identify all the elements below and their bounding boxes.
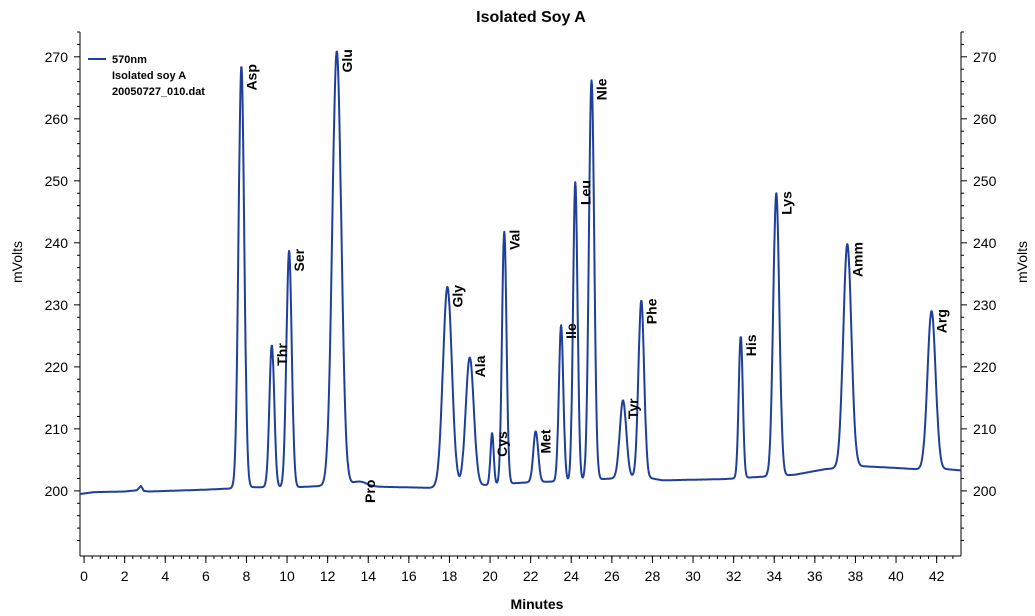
peak-label-pro: Pro xyxy=(362,480,378,503)
peak-label-thr: Thr xyxy=(274,343,290,366)
x-tick-label: 10 xyxy=(279,568,295,584)
x-tick-label: 22 xyxy=(523,568,539,584)
chart-title: Isolated Soy A xyxy=(476,9,586,26)
peak-label-phe: Phe xyxy=(643,298,659,324)
x-tick-label: 38 xyxy=(848,568,864,584)
x-axis-label: Minutes xyxy=(511,596,564,612)
y-tick-label-right: 260 xyxy=(973,111,997,127)
y-axis-label-right: mVolts xyxy=(1014,241,1030,283)
x-tick-label: 34 xyxy=(766,568,782,584)
peak-label-amm: Amm xyxy=(849,242,865,277)
x-tick-label: 20 xyxy=(482,568,498,584)
y-tick-label-right: 270 xyxy=(973,49,997,65)
peak-label-ser: Ser xyxy=(291,248,307,271)
legend-series-name: 570nm xyxy=(112,54,147,66)
x-tick-label: 26 xyxy=(604,568,620,584)
y-axis-label-left: mVolts xyxy=(9,241,25,283)
peak-label-ile: Ile xyxy=(563,323,579,339)
y-tick-label-left: 270 xyxy=(45,49,69,65)
right-y-axis: 200 210 220 230 240 250 260 270 xyxy=(961,31,997,541)
peak-labels: Asp Thr Ser Glu Pro Gly Ala Cys Val Met Ile Leu Nle T… xyxy=(243,49,949,503)
x-tick-label: 30 xyxy=(685,568,701,584)
x-tick-label: 32 xyxy=(726,568,742,584)
peak-label-glu: Glu xyxy=(339,49,355,72)
plot-frame xyxy=(79,32,962,557)
x-tick-label: 36 xyxy=(807,568,823,584)
legend-sample-name: Isolated soy A xyxy=(112,70,186,82)
y-tick-label-right: 250 xyxy=(973,173,997,189)
y-tick-label-left: 200 xyxy=(45,483,69,499)
x-tick-label: 18 xyxy=(442,568,458,584)
peak-label-cys: Cys xyxy=(494,431,510,457)
peak-label-met: Met xyxy=(538,429,554,453)
y-tick-label-right: 230 xyxy=(973,297,997,313)
x-tick-label: 42 xyxy=(929,568,945,584)
x-tick-label: 16 xyxy=(401,568,417,584)
chromatogram-trace-570nm xyxy=(79,50,962,495)
peak-label-nle: Nle xyxy=(594,78,610,100)
x-axis: 0 2 4 6 8 10 12 14 16 18 20 22 24 26 28 30 32 34 36 38 40 42 xyxy=(80,556,954,584)
y-tick-label-right: 200 xyxy=(973,483,997,499)
x-tick-label: 0 xyxy=(80,568,88,584)
x-tick-label: 12 xyxy=(320,568,336,584)
y-tick-label-right: 240 xyxy=(973,235,997,251)
peak-label-arg: Arg xyxy=(934,309,950,333)
x-tick-label: 4 xyxy=(161,568,169,584)
legend: 570nm Isolated soy A 20050727_010.dat xyxy=(88,54,205,98)
legend-file-name: 20050727_010.dat xyxy=(112,86,205,98)
peak-label-tyr: Tyr xyxy=(625,398,641,419)
peak-label-ala: Ala xyxy=(472,355,488,377)
x-tick-label: 40 xyxy=(888,568,904,584)
peak-label-val: Val xyxy=(506,230,522,250)
x-tick-label: 6 xyxy=(202,568,210,584)
x-tick-label: 28 xyxy=(645,568,661,584)
x-tick-label: 8 xyxy=(243,568,251,584)
y-tick-label-left: 240 xyxy=(45,235,69,251)
peak-label-lys: Lys xyxy=(778,191,794,215)
y-tick-label-left: 230 xyxy=(45,297,69,313)
peak-label-asp: Asp xyxy=(243,64,259,90)
y-tick-label-left: 250 xyxy=(45,173,69,189)
y-tick-label-left: 220 xyxy=(45,359,69,375)
y-tick-label-left: 260 xyxy=(45,111,69,127)
x-tick-label: 2 xyxy=(121,568,129,584)
peak-label-his: His xyxy=(743,334,759,356)
y-tick-label-right: 210 xyxy=(973,421,997,437)
x-tick-label: 24 xyxy=(563,568,579,584)
x-tick-label: 14 xyxy=(360,568,376,584)
left-y-axis: 200 210 220 230 240 250 260 270 xyxy=(45,31,80,541)
y-tick-label-left: 210 xyxy=(45,421,69,437)
y-tick-label-right: 220 xyxy=(973,359,997,375)
peak-label-gly: Gly xyxy=(449,285,465,308)
peak-label-leu: Leu xyxy=(577,180,593,205)
